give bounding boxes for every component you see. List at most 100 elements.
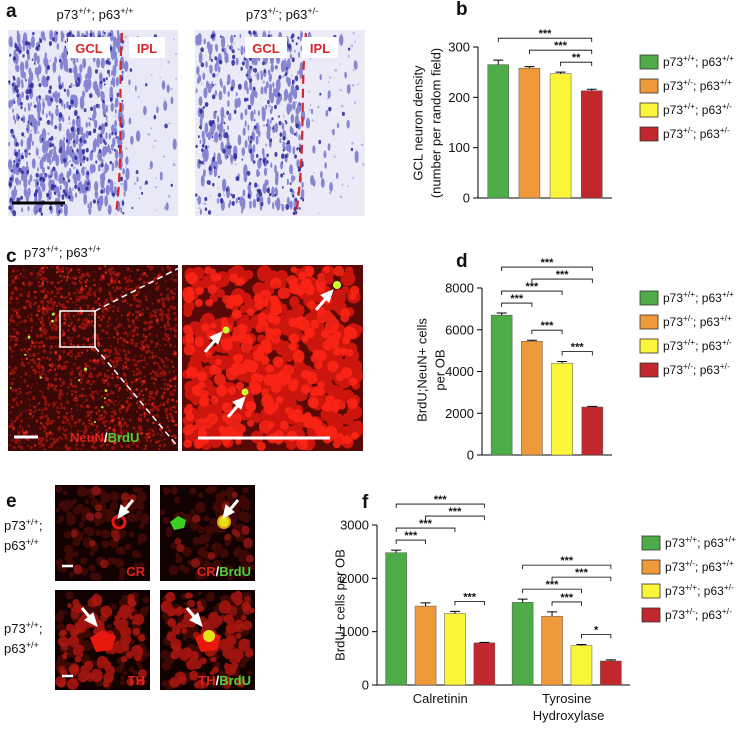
- layer-label: GCL: [252, 41, 280, 56]
- legend-label: p73+/-; p63+/-: [665, 606, 732, 622]
- significance-bracket: [522, 588, 582, 594]
- bar: [580, 90, 603, 199]
- boundary-line: [114, 32, 124, 216]
- significance-bracket: [395, 539, 426, 545]
- layer-label: GCL: [75, 41, 103, 56]
- separator: /: [216, 564, 220, 579]
- legend-swatch: [639, 290, 659, 306]
- micrograph: [8, 29, 178, 217]
- significance-label: ***: [539, 28, 553, 40]
- bar: [444, 613, 466, 686]
- significance-bracket: [581, 634, 612, 639]
- significance-bracket: [501, 302, 533, 308]
- error-bar: [496, 312, 507, 316]
- y-tick-label: 3000: [340, 518, 369, 533]
- y-tick-label: 0: [467, 448, 474, 463]
- bar: [490, 314, 513, 456]
- stain-label: CR: [126, 564, 145, 579]
- error-bar: [587, 405, 598, 407]
- significance-bracket: [531, 329, 563, 335]
- zoom-line: [94, 346, 180, 449]
- error-bar: [547, 611, 558, 617]
- label-box: [245, 37, 287, 58]
- significance-bracket: [522, 564, 612, 570]
- y-axis-label: BrdU;NeuN+ cells: [415, 318, 430, 422]
- legend-swatch: [641, 583, 661, 599]
- significance-label: ***: [510, 293, 524, 305]
- y-tick-label: 8000: [445, 281, 474, 296]
- error-bar: [576, 643, 587, 646]
- significance-bracket: [560, 61, 593, 67]
- genotype-label: p73+/+;: [4, 620, 42, 636]
- micrograph: [160, 590, 255, 691]
- legend-swatch: [639, 102, 659, 118]
- y-tick-label: 4000: [445, 364, 474, 379]
- bar: [551, 362, 573, 456]
- error-bar: [555, 71, 566, 74]
- significance-label: ***: [560, 555, 574, 567]
- significance-bracket: [561, 351, 593, 356]
- y-axis-label: per OB: [433, 349, 448, 390]
- significance-label: ***: [404, 530, 418, 542]
- stain-label: CR/BrdU: [197, 564, 251, 579]
- y-tick-label: 0: [362, 678, 369, 693]
- zoom-line: [94, 267, 180, 312]
- y-tick-label: 6000: [445, 322, 474, 337]
- significance-label: ***: [556, 269, 570, 281]
- y-tick-label: 1000: [340, 624, 369, 639]
- legend-label: p73+/+; p63+/-: [663, 337, 732, 353]
- micrograph: [182, 265, 364, 451]
- legend-label: p73+/+; p63+/+: [665, 534, 736, 550]
- error-bar: [586, 88, 597, 91]
- cell: [90, 630, 116, 652]
- y-tick-label: 2000: [445, 406, 474, 421]
- micrograph: [195, 30, 365, 216]
- layer-label: IPL: [310, 41, 330, 56]
- layer-label: IPL: [137, 41, 157, 56]
- bar: [487, 64, 510, 199]
- significance-label: ***: [575, 567, 589, 579]
- error-bar: [391, 549, 402, 553]
- error-bar: [526, 339, 537, 342]
- significance-label: ***: [449, 506, 463, 518]
- cell: [170, 516, 186, 530]
- legend-swatch: [639, 78, 659, 94]
- significance-label: ***: [546, 579, 560, 591]
- bar: [570, 645, 593, 686]
- texture: [71, 485, 137, 575]
- panel-letter: d: [456, 251, 468, 272]
- significance-label: ***: [434, 494, 448, 506]
- legend-label: p73+/+; p63+/+: [663, 53, 734, 69]
- panel-letter: c: [6, 246, 17, 267]
- legend-label: p73+/-; p63+/-: [663, 125, 730, 141]
- bar: [521, 340, 543, 456]
- inset-box: [59, 310, 96, 348]
- bar: [473, 642, 496, 686]
- legend-label: p73+/-; p63+/+: [663, 313, 732, 329]
- legend-swatch: [641, 559, 661, 575]
- y-tick-label: 0: [463, 191, 470, 206]
- error-bar: [449, 610, 460, 614]
- genotype-label: p73+/+; p63+/+: [57, 6, 134, 22]
- bar: [414, 605, 437, 686]
- significance-label: ***: [463, 591, 477, 603]
- arrows: [203, 289, 334, 418]
- significance-label: ***: [541, 320, 555, 332]
- bar-chart: b GCL neuron density (number per random fi…: [411, 0, 735, 206]
- legend-swatch: [639, 314, 659, 330]
- bar: [549, 73, 572, 199]
- y-axis-label: GCL neuron density: [411, 65, 426, 181]
- y-tick-label: 200: [448, 90, 470, 105]
- significance-bracket: [395, 503, 485, 509]
- brdu-cell: [241, 388, 249, 396]
- bar: [541, 615, 563, 686]
- stain-name: CR: [197, 564, 216, 579]
- legend-swatch: [641, 535, 661, 551]
- x-tick-label: Tyrosine Hydroxylase: [529, 691, 604, 723]
- texture: [8, 31, 174, 217]
- significance-label: ***: [560, 592, 574, 604]
- error-bar: [605, 659, 616, 661]
- stain-label: TH: [128, 673, 145, 688]
- error-bar: [517, 598, 528, 603]
